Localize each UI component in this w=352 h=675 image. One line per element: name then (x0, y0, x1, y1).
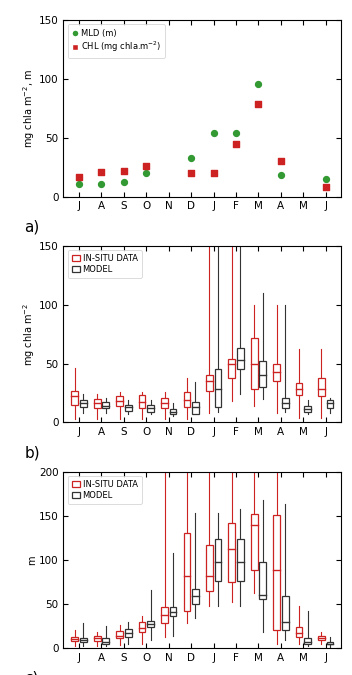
Point (256, 78, 261, 89)
Bar (139, 622, 145, 632)
Text: c): c) (24, 671, 39, 675)
Y-axis label: m: m (27, 555, 37, 564)
Bar (192, 589, 199, 604)
Bar (183, 392, 190, 407)
Bar (237, 348, 244, 369)
Bar (296, 627, 302, 637)
Legend: MLD (m), CHL (mg chla.m$^{-2}$): MLD (m), CHL (mg chla.m$^{-2}$) (68, 24, 165, 58)
Bar (102, 402, 109, 408)
Text: b): b) (24, 446, 40, 460)
Bar (116, 396, 123, 406)
Bar (273, 515, 280, 630)
Bar (282, 398, 289, 408)
Point (211, 167, 216, 178)
Point (323, 173, 328, 184)
Bar (170, 409, 176, 414)
Bar (147, 621, 154, 627)
Bar (206, 545, 213, 591)
Bar (94, 636, 101, 641)
Bar (214, 369, 221, 407)
Bar (125, 628, 132, 637)
Bar (71, 391, 78, 404)
Bar (161, 608, 168, 623)
Bar (237, 539, 244, 581)
Bar (192, 402, 199, 414)
Bar (116, 631, 123, 639)
Bar (80, 400, 87, 407)
Bar (318, 636, 325, 640)
Point (323, 182, 328, 192)
Bar (170, 607, 176, 616)
Bar (304, 406, 311, 412)
Bar (282, 596, 289, 630)
Bar (259, 361, 266, 387)
Bar (259, 562, 266, 599)
Legend: IN-SITU DATA, MODEL: IN-SITU DATA, MODEL (68, 476, 142, 504)
Bar (80, 639, 87, 642)
Point (188, 167, 194, 178)
Bar (206, 375, 213, 391)
Bar (94, 399, 101, 408)
Bar (251, 338, 258, 389)
Point (76, 171, 82, 182)
Bar (296, 383, 302, 396)
Bar (318, 377, 325, 396)
Y-axis label: mg chla m$^{-2}$, m: mg chla m$^{-2}$, m (21, 69, 37, 148)
Point (278, 170, 284, 181)
Bar (102, 639, 109, 643)
Point (211, 128, 216, 138)
Bar (139, 396, 145, 408)
Point (233, 128, 239, 138)
Text: a): a) (24, 219, 40, 234)
Point (121, 165, 127, 176)
Bar (161, 398, 168, 408)
Point (76, 178, 82, 189)
Legend: IN-SITU DATA, MODEL: IN-SITU DATA, MODEL (68, 250, 142, 278)
Point (188, 153, 194, 163)
Point (99, 178, 104, 189)
Bar (228, 359, 235, 377)
Bar (71, 637, 78, 641)
Bar (228, 523, 235, 582)
Point (144, 161, 149, 171)
Point (121, 177, 127, 188)
Point (256, 99, 261, 109)
Point (278, 156, 284, 167)
Bar (273, 364, 280, 381)
Bar (327, 400, 333, 408)
Point (233, 138, 239, 149)
Y-axis label: mg chla m$^{-2}$: mg chla m$^{-2}$ (21, 302, 37, 366)
Bar (251, 514, 258, 570)
Point (99, 167, 104, 178)
Bar (147, 404, 154, 412)
Bar (183, 533, 190, 611)
Bar (304, 639, 311, 643)
Bar (214, 539, 221, 581)
Bar (327, 642, 333, 645)
Point (144, 167, 149, 178)
Bar (125, 404, 132, 410)
